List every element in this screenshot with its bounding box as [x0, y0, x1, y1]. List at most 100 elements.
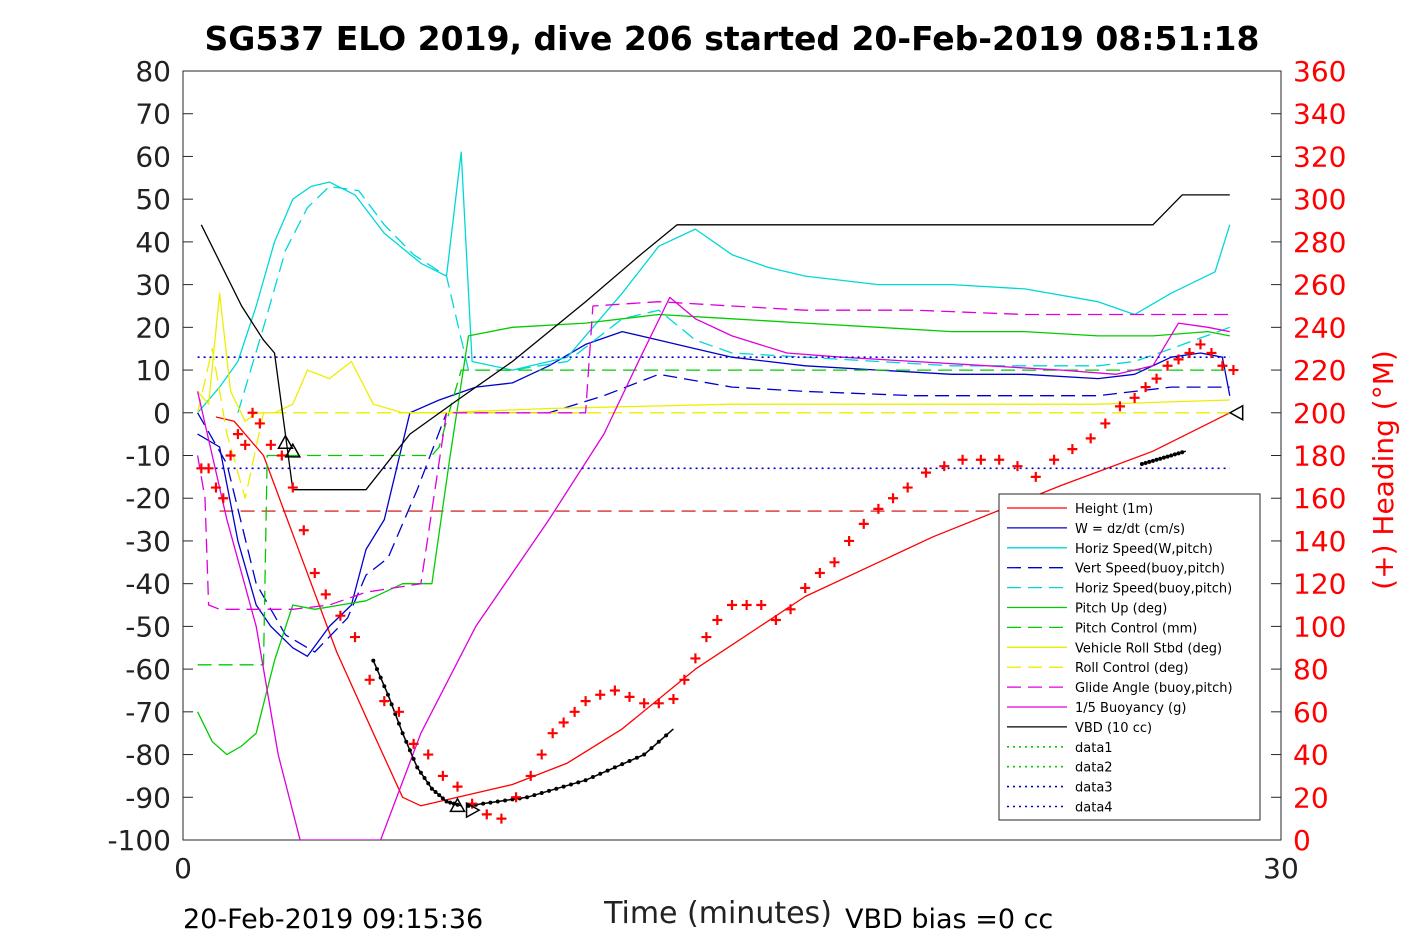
black-dot — [426, 781, 431, 786]
black-dot — [649, 746, 654, 751]
triangle-marker — [284, 442, 302, 458]
black-dot — [440, 796, 445, 801]
series-line-6 — [197, 369, 1230, 666]
heading-marker — [701, 632, 712, 643]
black-dot — [1176, 451, 1181, 456]
heading-marker — [1217, 360, 1228, 371]
heading-marker — [920, 467, 931, 478]
black-dot — [612, 765, 617, 770]
heading-marker — [218, 493, 229, 504]
y2-tick-label: 160 — [1293, 482, 1346, 515]
heading-marker — [829, 557, 840, 568]
heading-marker — [679, 674, 690, 685]
legend-entry: Horiz Speed(buoy,pitch) — [1075, 582, 1232, 597]
heading-marker — [756, 600, 767, 611]
series-line-0 — [215, 412, 1231, 807]
heading-marker — [265, 439, 276, 450]
y-tick-label: 20 — [135, 311, 171, 344]
legend-entry: data1 — [1075, 741, 1113, 756]
heading-marker — [1100, 418, 1111, 429]
heading-marker — [580, 696, 591, 707]
heading-marker — [379, 696, 390, 707]
black-dot — [429, 786, 434, 791]
y-axis-left: 80 70 60 50 40 30 20 10 0 -10 -20 -30 -40 -50 -60 -70 -8… — [107, 55, 193, 857]
black-dot — [378, 675, 383, 680]
series-line-11 — [200, 194, 1230, 491]
black-dot — [448, 800, 453, 805]
footer-timestamp: 20-Feb-2019 09:15:36 — [183, 904, 483, 935]
heading-marker — [741, 600, 752, 611]
y2-tick-label: 360 — [1293, 55, 1346, 88]
black-dot — [444, 799, 449, 804]
y-tick-label: -10 — [125, 440, 171, 473]
y2-tick-label: 100 — [1293, 610, 1346, 643]
black-dot — [1169, 453, 1174, 458]
x-axis-label: Time (minutes) — [603, 896, 832, 931]
black-dot — [495, 799, 500, 804]
legend-entry: 1/5 Buoyancy (g) — [1075, 701, 1186, 716]
legend-entry: Horiz Speed(W,pitch) — [1075, 542, 1213, 557]
legend-entry: Pitch Control (mm) — [1075, 621, 1197, 636]
heading-marker — [712, 614, 723, 625]
heading-marker — [1129, 392, 1140, 403]
heading-marker — [994, 454, 1005, 465]
black-dot — [576, 780, 581, 785]
legend-entry: VBD (10 cc) — [1075, 721, 1152, 736]
legend-entry: Height (1m) — [1075, 502, 1153, 517]
markers — [196, 339, 1244, 824]
heading-marker — [1114, 401, 1125, 412]
heading-marker — [547, 728, 558, 739]
black-dot — [389, 702, 394, 707]
y-tick-label: 80 — [135, 55, 171, 88]
heading-marker — [939, 461, 950, 472]
black-dot — [583, 778, 588, 783]
black-dot — [371, 658, 376, 663]
heading-marker — [785, 604, 796, 615]
heading-marker — [902, 482, 913, 493]
legend-entry: W = dz/dt (cm/s) — [1075, 522, 1185, 537]
heading-marker — [1184, 347, 1195, 358]
series-line-7 — [197, 292, 1230, 422]
black-dot — [437, 793, 442, 798]
heading-marker — [423, 749, 434, 760]
triangle-marker — [449, 797, 466, 813]
black-dot — [1172, 452, 1177, 457]
legend-entry: Roll Control (deg) — [1075, 661, 1189, 676]
black-dot — [503, 798, 508, 803]
x-axis: 0 30 — [174, 830, 1299, 885]
black-dot — [634, 755, 639, 760]
heading-marker — [452, 781, 463, 792]
legend: Height (1m) W = dz/dt (cm/s) Horiz Speed(W… — [998, 493, 1261, 821]
black-dot — [598, 771, 603, 776]
heading-marker — [1162, 360, 1173, 371]
heading-marker — [609, 685, 620, 696]
heading-marker — [1195, 339, 1206, 350]
heading-marker — [276, 450, 287, 461]
y2-tick-label: 240 — [1293, 311, 1346, 344]
heading-marker — [408, 738, 419, 749]
black-dot — [433, 789, 438, 794]
heading-marker — [1151, 373, 1162, 384]
heading-marker — [247, 407, 258, 418]
black-dot — [1139, 462, 1144, 467]
heading-marker — [800, 582, 811, 593]
black-dot — [590, 774, 595, 779]
heading-marker — [1206, 347, 1217, 358]
y2-tick-label: 40 — [1293, 739, 1329, 772]
y-tick-label: -30 — [125, 525, 171, 558]
y2-tick-label: 200 — [1293, 397, 1346, 430]
heading-marker — [1067, 444, 1078, 455]
black-dot — [404, 739, 409, 744]
heading-marker — [364, 674, 375, 685]
y2-tick-label: 180 — [1293, 440, 1346, 473]
series-line-10 — [196, 296, 1230, 840]
heading-marker — [1049, 454, 1060, 465]
black-dot — [554, 786, 559, 791]
heading-marker — [690, 653, 701, 664]
y-tick-label: -100 — [107, 824, 171, 857]
y-tick-label: 50 — [135, 183, 171, 216]
black-dot — [407, 748, 412, 753]
black-dot — [1161, 455, 1166, 460]
series-line-4 — [237, 185, 1231, 413]
